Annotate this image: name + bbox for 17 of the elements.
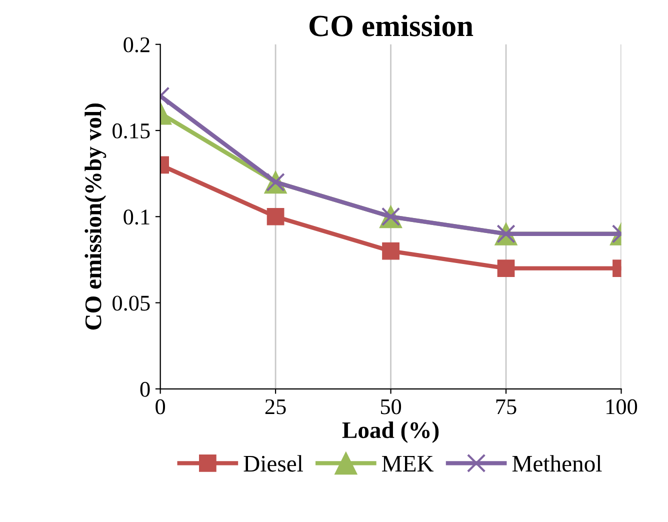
legend-label: Diesel [244, 455, 303, 472]
x-tick-label: 100 [606, 399, 638, 414]
y-tick-label: 0.05 [112, 296, 150, 311]
y-tick-label: 0.1 [124, 210, 150, 225]
x-axis-title: Load (%) [342, 422, 439, 443]
legend-label: MEK [382, 456, 434, 472]
x-tick-label: 0 [156, 399, 166, 414]
point [382, 242, 400, 260]
x-tick-label: 50 [380, 399, 402, 414]
chart-title: CO emission [310, 14, 474, 36]
x-tick-label: 75 [496, 399, 516, 414]
y-tick-label: 0 [140, 382, 150, 397]
y-tick-label: 0.15 [112, 123, 150, 139]
legend-label: Methenol [512, 455, 602, 472]
x-tick-label: 25 [265, 399, 286, 414]
y-axis-title: CO emission(%by vol) [84, 104, 106, 330]
y-tick-label: 0.2 [124, 37, 150, 52]
